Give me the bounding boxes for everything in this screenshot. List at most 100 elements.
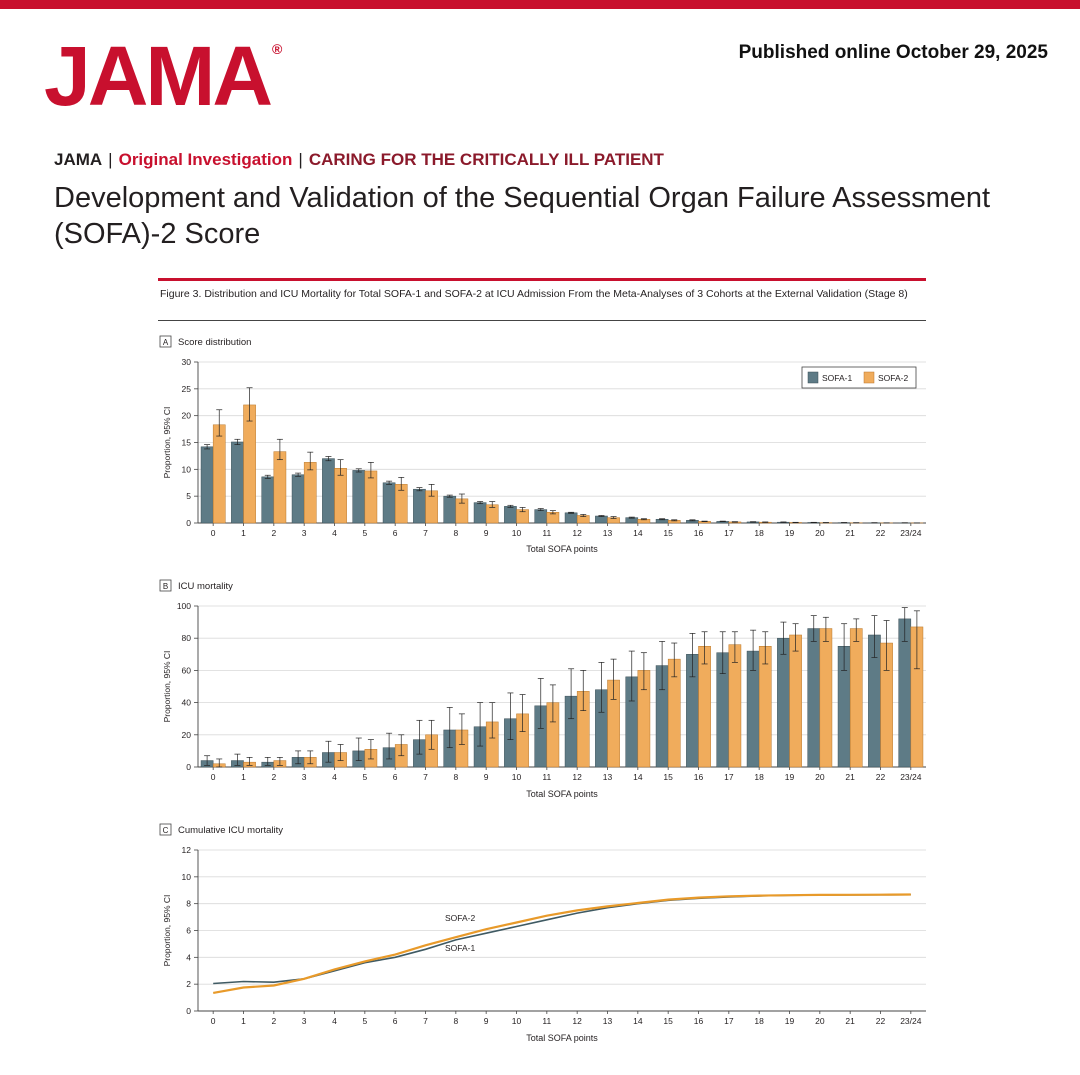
panel-a-x-tick-label: 1 (241, 528, 246, 538)
panel-b-x-tick-label: 5 (362, 772, 367, 782)
panel-a-bar-sofa-1 (352, 470, 366, 524)
panel-b-bar-sofa-1 (807, 628, 821, 768)
panel-a-bar-sofa-2 (273, 451, 287, 524)
panel-b-bar-sofa-2 (819, 628, 833, 768)
panel-b-x-tick-label: 9 (484, 772, 489, 782)
panel-b-title: ICU mortality (178, 581, 233, 592)
panel-a-bar-sofa-1 (291, 474, 305, 524)
panel-b-x-tick-label: 3 (302, 772, 307, 782)
panel-b-x-tick-label: 1 (241, 772, 246, 782)
panel-a-bar-sofa-2 (243, 404, 256, 524)
panel-b-bar-sofa-1 (777, 637, 790, 768)
panel-b-bar-sofa-2 (849, 628, 863, 768)
figure-caption: Figure 3. Distribution and ICU Mortality… (160, 288, 908, 300)
panel-c-y-tick-label: 8 (186, 899, 191, 909)
panel-a-x-tick-label: 18 (754, 528, 764, 538)
panel-a-letter: A (163, 338, 169, 347)
panel-b-y-tick-label: 60 (182, 665, 192, 675)
panel-c-x-tick-label: 6 (393, 1016, 398, 1026)
panel-b-x-tick-label: 19 (785, 772, 795, 782)
panel-a-y-tick-label: 25 (182, 384, 192, 394)
panel-b-y-tick-label: 20 (182, 730, 192, 740)
panel-a-x-tick-label: 14 (633, 528, 643, 538)
panel-b-letter: B (163, 582, 168, 591)
panel-c-x-tick-label: 15 (663, 1016, 673, 1026)
panel-a-x-tick-label: 16 (694, 528, 704, 538)
panel-a-x-tick-label: 6 (393, 528, 398, 538)
panel-b-y-tick-label: 100 (177, 601, 191, 611)
panel-c-x-tick-label: 12 (572, 1016, 582, 1026)
panel-a-bar-sofa-1 (231, 441, 244, 524)
panel-b-bar-sofa-2 (758, 646, 772, 768)
panel-b-x-tick-label: 6 (393, 772, 398, 782)
panel-c-x-tick-label: 14 (633, 1016, 643, 1026)
panel-c-y-tick-label: 0 (186, 1006, 191, 1016)
panel-a-bar-sofa-1 (595, 515, 608, 524)
panel-c-x-tick-label: 8 (453, 1016, 458, 1026)
article-category[interactable]: CARING FOR THE CRITICALLY ILL PATIENT (308, 150, 664, 169)
panel-c-x-tick-label: 11 (542, 1016, 551, 1026)
panel-c-x-tick-label: 2 (271, 1016, 276, 1026)
panel-a-bar-sofa-1 (443, 495, 457, 524)
article-type[interactable]: Original Investigation (118, 150, 293, 169)
panel-b-x-tick-label: 12 (572, 772, 582, 782)
panel-a-legend-label: SOFA-1 (822, 373, 853, 383)
panel-b-x-tick-label: 15 (663, 772, 673, 782)
figure-caption-rule (158, 320, 926, 321)
panel-c-letter: C (163, 826, 169, 835)
panel-c-x-tick-label: 10 (512, 1016, 522, 1026)
panel-b-y-tick-label: 40 (182, 698, 192, 708)
jama-logo[interactable]: JAMA ® (44, 29, 283, 123)
panel-a-x-tick-label: 0 (211, 528, 216, 538)
panel-c-x-tick-label: 1 (241, 1016, 246, 1026)
panel-c-x-tick-label: 13 (603, 1016, 613, 1026)
panel-a-x-tick-label: 19 (785, 528, 795, 538)
panel-b-x-tick-label: 2 (271, 772, 276, 782)
panel-a-x-tick-label: 9 (484, 528, 489, 538)
panel-b-bar-sofa-2 (728, 644, 742, 768)
panel-c-annotation-sofa1: SOFA-1 (445, 943, 476, 953)
panel-b-x-tick-label: 14 (633, 772, 643, 782)
panel-c-title: Cumulative ICU mortality (178, 825, 283, 836)
panel-a-y-tick-label: 0 (186, 518, 191, 528)
panel-b-bar-sofa-2 (789, 634, 802, 768)
kicker-separator: | (108, 150, 113, 169)
panel-c-x-tick-label: 3 (302, 1016, 307, 1026)
panel-c-x-tick-label: 18 (754, 1016, 764, 1026)
panel-a-x-tick-label: 12 (572, 528, 582, 538)
panel-a-y-tick-label: 10 (182, 464, 192, 474)
panel-c-y-axis-label: Proportion, 95% CI (162, 895, 172, 967)
panel-b-x-tick-label: 13 (603, 772, 613, 782)
panel-b-y-tick-label: 0 (186, 762, 191, 772)
panel-b-y-axis-label: Proportion, 95% CI (162, 651, 172, 723)
panel-b-x-tick-label: 23/24 (900, 772, 922, 782)
panel-c-annotation-sofa2: SOFA-2 (445, 913, 476, 923)
panel-b-x-tick-label: 16 (694, 772, 704, 782)
panel-a-x-tick-label: 5 (362, 528, 367, 538)
panel-a-x-tick-label: 15 (663, 528, 673, 538)
panel-a-legend-swatch (807, 371, 819, 384)
panel-c-y-tick-label: 2 (186, 979, 191, 989)
panel-c-x-tick-label: 0 (211, 1016, 216, 1026)
panel-b-x-axis-label: Total SOFA points (526, 789, 598, 799)
published-date: Published online October 29, 2025 (738, 42, 1048, 63)
panel-a-legend-swatch (863, 371, 875, 384)
panel-a-legend (801, 366, 917, 389)
panel-a-x-axis-label: Total SOFA points (526, 544, 598, 554)
panel-c-y-tick-label: 12 (182, 845, 192, 855)
article-kicker: JAMA | Original Investigation | CARING FOR T… (54, 150, 664, 170)
top-brand-bar (0, 0, 1080, 9)
panel-b-x-tick-label: 7 (423, 772, 428, 782)
panel-c-x-tick-label: 22 (876, 1016, 886, 1026)
panel-c-x-tick-label: 9 (484, 1016, 489, 1026)
journal-name: JAMA (54, 150, 103, 169)
panel-a-x-tick-label: 10 (512, 528, 522, 538)
panel-b-x-tick-label: 17 (724, 772, 734, 782)
panel-a-bar-sofa-1 (504, 506, 517, 524)
panel-b-x-tick-label: 4 (332, 772, 337, 782)
panel-a-x-tick-label: 21 (845, 528, 855, 538)
panel-c-x-tick-label: 21 (845, 1016, 855, 1026)
panel-a-bar-sofa-2 (212, 424, 226, 524)
panel-a-bar-sofa-2 (334, 468, 347, 524)
